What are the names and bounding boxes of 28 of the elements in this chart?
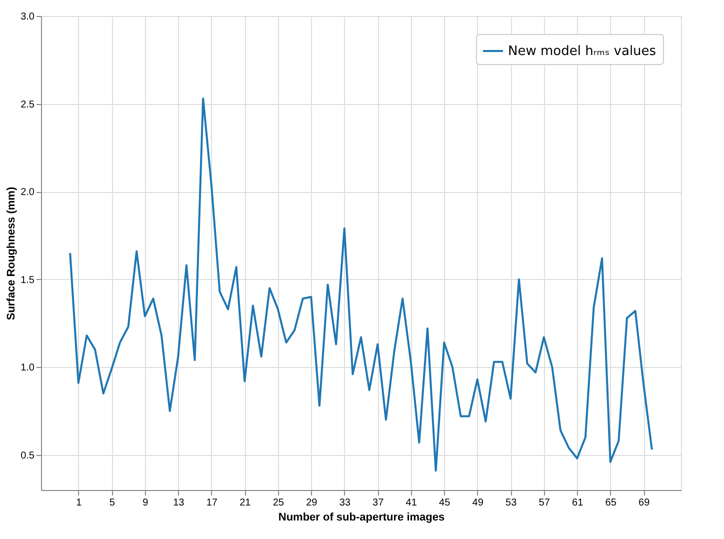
x-tick-label: 1 [76, 498, 82, 508]
x-tick-label: 9 [142, 498, 149, 508]
x-tick-label: 57 [538, 498, 550, 508]
x-tick-label: 37 [372, 498, 384, 508]
y-tick-label: 1.0 [20, 362, 35, 374]
x-tick-label: 21 [240, 498, 252, 508]
x-tick-label: 69 [638, 498, 650, 508]
line-series [69, 98, 653, 472]
x-tick-label: 65 [605, 498, 617, 508]
x-tick-label: 13 [173, 498, 185, 508]
x-tick-label: 45 [439, 498, 451, 508]
y-tick-label: 3.0 [20, 12, 35, 22]
x-tick-label: 49 [472, 498, 484, 508]
x-tick-label: 61 [572, 498, 584, 508]
y-tick-label: 1.5 [20, 274, 35, 286]
y-tick-label: 2.5 [20, 99, 35, 110]
y-axis-title: Surface Roughness (mm) [6, 186, 18, 320]
y-tick-label: 2.0 [20, 187, 35, 198]
x-tick-label: 41 [406, 498, 418, 508]
y-tick-label: 0.5 [20, 450, 35, 462]
x-axis-title: Number of sub-aperture images [278, 512, 445, 524]
x-tick-label: 29 [306, 498, 318, 508]
x-tick-label: 17 [206, 498, 218, 508]
legend-label: New model hᵣₘₛ values [508, 44, 656, 59]
x-tick-label: 25 [272, 498, 284, 508]
x-tick-label: 53 [506, 498, 518, 508]
x-tick-label: 5 [109, 498, 116, 508]
x-tick-label: 33 [339, 498, 351, 508]
